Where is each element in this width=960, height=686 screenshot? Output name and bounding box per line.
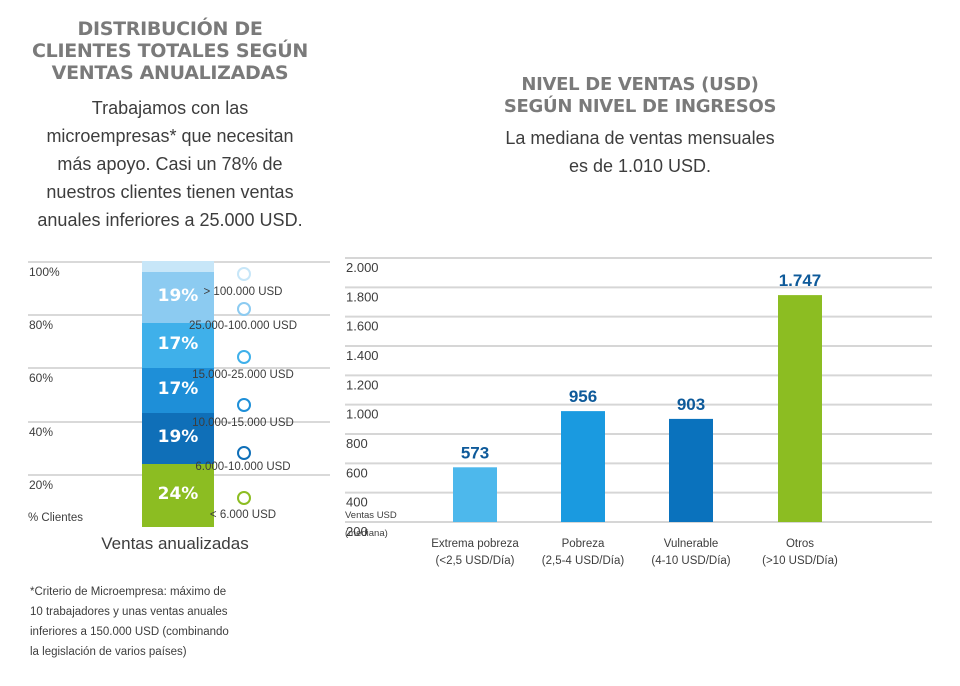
stacked-bar-chart: 20% 40% 60% 80% 100% 24% 19% 17% 17% 19% > 100.000…	[0, 0, 330, 686]
right-chart-subtitle: La mediana de ventas mensuales es de 1.0…	[440, 124, 840, 180]
legend-marker-icon	[237, 350, 251, 364]
left-subtitle-line: anuales inferiores a 25.000 USD.	[37, 210, 303, 230]
right-y-tick-label: 1.800	[346, 289, 379, 304]
footnote-line: la legislación de varios países)	[30, 646, 187, 658]
left-y-tick-label: 100%	[29, 265, 60, 279]
right-y-tick-label: 1.000	[346, 407, 379, 422]
left-y-tick-label: 60%	[29, 371, 54, 386]
segment-value-label: 24%	[157, 484, 199, 505]
x-category-label: (2,5-4 USD/Día)	[542, 555, 625, 567]
legend-marker-icon	[237, 446, 251, 460]
left-chart-subtitle: Trabajamos con las microempresas* que ne…	[20, 94, 320, 234]
stacked-segment	[142, 271, 214, 323]
segment-value-label: 17%	[157, 333, 199, 354]
right-title-line: SEGÚN NIVEL DE INGRESOS	[503, 96, 777, 117]
segment-value-label: 19%	[157, 426, 199, 447]
left-title-line: VENTAS ANUALIZADAS	[51, 62, 289, 84]
left-y-tick-label: 20%	[29, 477, 54, 492]
x-category-label: (>10 USD/Día)	[762, 555, 838, 567]
stacked-segment	[142, 367, 214, 414]
x-category-label: Otros	[786, 538, 814, 550]
left-y-tick-label: 80%	[29, 318, 54, 333]
right-y-tick-label: 800	[346, 436, 368, 451]
right-y-tick-label: 2.000	[346, 260, 379, 275]
x-category-label: Pobreza	[562, 538, 605, 550]
footnote-line: 10 trabajadores y unas ventas anuales	[30, 606, 228, 618]
x-category-label: (<2,5 USD/Día)	[436, 555, 515, 567]
bar	[778, 295, 822, 522]
right-y-tick-label: 200	[346, 524, 368, 539]
right-y-tick-label: 400	[346, 495, 368, 510]
left-subtitle-line: nuestros clientes tienen ventas	[46, 182, 294, 202]
legend-label: < 6.000 USD	[209, 509, 277, 521]
segment-value-label: 17%	[157, 379, 199, 399]
footnote-line: *Criterio de Microempresa: máximo de	[30, 586, 227, 598]
bar-value-label: 956	[569, 387, 597, 406]
left-y-tick-label: 40%	[29, 424, 54, 439]
left-title-line: CLIENTES TOTALES SEGÚN	[32, 40, 308, 62]
right-y-axis-label: (mediana)	[345, 528, 388, 539]
bar-value-label: 573	[461, 443, 489, 462]
right-subtitle-line: es de 1.010 USD.	[568, 156, 712, 176]
legend-label: 10.000-15.000 USD	[192, 417, 294, 429]
footnote-line: inferiores a 150.000 USD (combinando	[30, 626, 229, 638]
right-subtitle-line: La mediana de ventas mensuales	[505, 128, 775, 148]
x-category-label: (4-10 USD/Día)	[651, 555, 730, 567]
left-y-axis-label: % Clientes	[28, 512, 83, 524]
segment-value-label: 19%	[157, 285, 199, 306]
right-y-tick-label: 600	[346, 465, 368, 480]
x-category-label: Extrema pobreza	[431, 538, 519, 550]
legend-marker-icon	[237, 302, 251, 316]
left-x-axis-label: Ventas anualizadas	[101, 534, 249, 553]
left-subtitle-line: más apoyo. Casi un 78% de	[57, 154, 283, 174]
legend-marker-icon	[237, 491, 251, 505]
left-title-line: DISTRIBUCIÓN DE	[77, 18, 263, 40]
bar	[561, 411, 605, 522]
stacked-segment	[142, 412, 214, 464]
legend-marker-icon	[237, 267, 251, 281]
legend-label: 25.000-100.000 USD	[188, 320, 298, 332]
stacked-segment	[142, 463, 214, 528]
left-subtitle-line: microempresas* que necesitan	[46, 126, 294, 146]
left-chart-title: DISTRIBUCIÓN DE CLIENTES TOTALES SEGÚN V…	[20, 18, 320, 84]
right-title-line: NIVEL DE VENTAS (USD)	[521, 74, 759, 95]
right-y-tick-label: 1.400	[346, 348, 379, 363]
right-y-axis-label: Ventas USD	[345, 510, 397, 521]
footnote: *Criterio de Microempresa: máximo de 10 …	[30, 582, 270, 662]
right-chart-title: NIVEL DE VENTAS (USD) SEGÚN NIVEL DE ING…	[440, 74, 840, 118]
bar	[453, 467, 497, 522]
left-subtitle-line: Trabajamos con las	[91, 98, 249, 118]
legend-label: 15.000-25.000 USD	[192, 369, 294, 381]
bar-value-label: 903	[677, 395, 705, 414]
legend-label: > 100.000 USD	[203, 286, 283, 298]
legend-label: 6.000-10.000 USD	[195, 461, 291, 473]
x-category-label: Vulnerable	[664, 538, 719, 550]
legend-marker-icon	[237, 398, 251, 412]
right-y-tick-label: 1.200	[346, 377, 379, 392]
bar	[669, 418, 713, 522]
stacked-segment	[142, 261, 214, 273]
stacked-segment	[142, 322, 214, 368]
right-y-tick-label: 1.600	[346, 319, 379, 334]
bar-value-label: 1.747	[779, 271, 822, 290]
